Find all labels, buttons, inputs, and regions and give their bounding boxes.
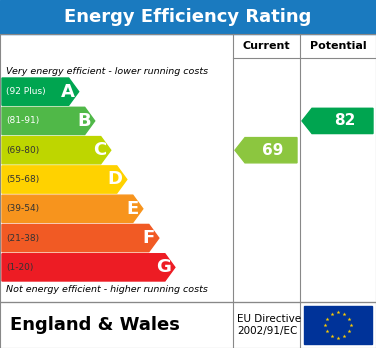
Bar: [0, 0, 376, 34]
Text: EU Directive: EU Directive: [237, 314, 301, 324]
Text: (1-20): (1-20): [6, 263, 33, 272]
Text: F: F: [143, 229, 155, 247]
Text: Not energy efficient - higher running costs: Not energy efficient - higher running co…: [6, 285, 208, 294]
Text: 82: 82: [334, 113, 355, 128]
Text: (21-38): (21-38): [6, 234, 39, 243]
Text: (39-54): (39-54): [6, 204, 39, 213]
Polygon shape: [2, 254, 175, 281]
Text: G: G: [156, 258, 171, 276]
Text: (69-80): (69-80): [6, 146, 39, 155]
Polygon shape: [2, 224, 159, 252]
Text: E: E: [127, 200, 139, 218]
Text: Very energy efficient - lower running costs: Very energy efficient - lower running co…: [6, 66, 208, 76]
Bar: [0, 34, 376, 302]
Polygon shape: [2, 107, 95, 135]
Text: 69: 69: [262, 143, 284, 158]
Text: Potential: Potential: [310, 41, 366, 51]
Text: C: C: [94, 141, 107, 159]
Text: A: A: [61, 82, 75, 101]
Text: D: D: [108, 171, 123, 189]
Text: (92 Plus): (92 Plus): [6, 87, 45, 96]
Polygon shape: [235, 137, 297, 163]
Polygon shape: [2, 195, 143, 222]
Text: England & Wales: England & Wales: [10, 316, 180, 334]
Text: B: B: [77, 112, 91, 130]
Polygon shape: [2, 78, 79, 105]
Bar: [0, 302, 376, 348]
Text: Energy Efficiency Rating: Energy Efficiency Rating: [64, 8, 312, 26]
Polygon shape: [2, 136, 111, 164]
Text: 2002/91/EC: 2002/91/EC: [237, 326, 297, 336]
Text: (81-91): (81-91): [6, 117, 39, 125]
Polygon shape: [2, 166, 127, 193]
Bar: [304, 306, 372, 344]
Text: (55-68): (55-68): [6, 175, 39, 184]
Text: Current: Current: [243, 41, 290, 51]
Polygon shape: [302, 108, 373, 134]
